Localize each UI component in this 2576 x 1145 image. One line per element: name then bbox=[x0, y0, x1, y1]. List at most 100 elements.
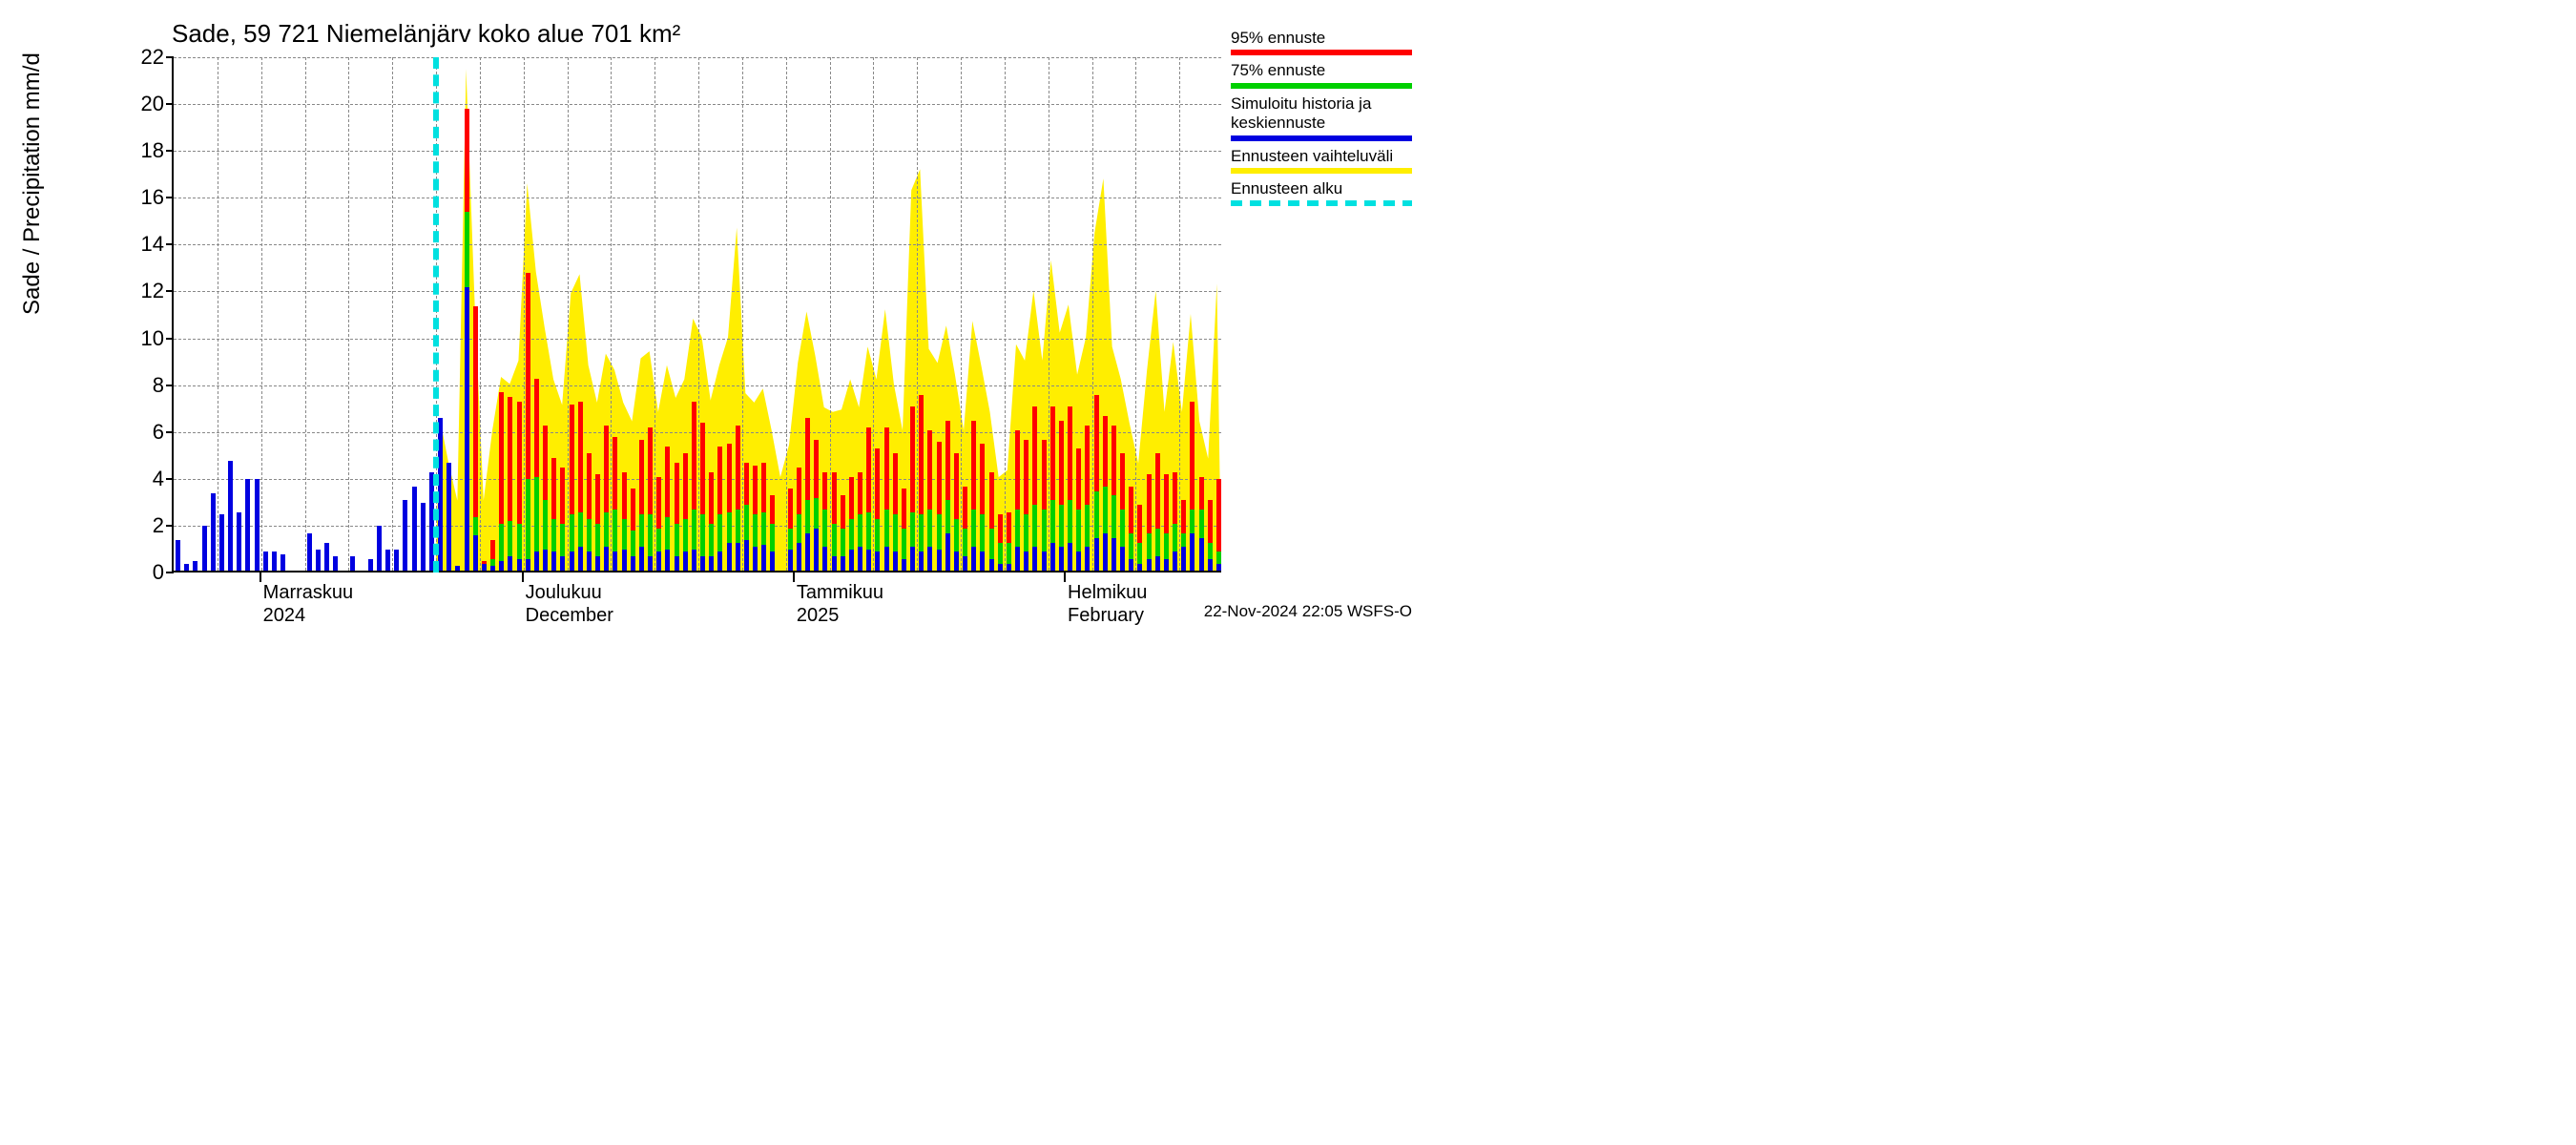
chart-stage: Sade, 59 721 Niemelänjärv koko alue 701 … bbox=[0, 0, 1431, 636]
median-bar bbox=[770, 552, 775, 571]
median-bar bbox=[473, 535, 478, 571]
median-bar bbox=[1173, 552, 1177, 571]
gridline-h bbox=[174, 385, 1221, 386]
history-bar bbox=[272, 552, 277, 571]
median-bar bbox=[455, 566, 460, 571]
median-bar bbox=[665, 550, 670, 571]
history-bar bbox=[245, 479, 250, 571]
y-axis-label: Sade / Precipitation mm/d bbox=[19, 52, 46, 315]
gridline-v bbox=[786, 57, 787, 571]
median-bar bbox=[753, 547, 758, 571]
median-bar bbox=[1216, 564, 1221, 571]
x-tick-label: Marraskuu bbox=[263, 582, 353, 604]
median-bar bbox=[945, 533, 950, 571]
median-bar bbox=[797, 543, 801, 571]
median-bar bbox=[998, 564, 1003, 571]
median-bar bbox=[1032, 547, 1037, 571]
gridline-v bbox=[480, 57, 481, 571]
median-bar bbox=[683, 552, 688, 571]
median-bar bbox=[631, 556, 635, 571]
gridline-h bbox=[174, 339, 1221, 340]
gridline-v bbox=[830, 57, 831, 571]
gridline-v bbox=[742, 57, 743, 571]
gridline-v bbox=[961, 57, 962, 571]
median-bar bbox=[543, 550, 548, 571]
median-bar bbox=[692, 550, 696, 571]
legend-item: 75% ennuste bbox=[1231, 61, 1412, 88]
median-bar bbox=[1147, 559, 1152, 571]
y-tick-label: 6 bbox=[126, 420, 164, 445]
gridline-v bbox=[1005, 57, 1006, 571]
history-bar bbox=[228, 461, 233, 571]
median-bar bbox=[841, 556, 845, 571]
y-tick-label: 0 bbox=[126, 560, 164, 585]
history-bar bbox=[202, 526, 207, 571]
median-bar bbox=[499, 561, 504, 571]
median-bar bbox=[1068, 543, 1072, 571]
median-bar bbox=[1155, 556, 1160, 571]
gridline-h bbox=[174, 104, 1221, 105]
x-tick-sublabel: 2025 bbox=[797, 605, 840, 627]
gridline-v bbox=[698, 57, 699, 571]
gridline-v bbox=[917, 57, 918, 571]
gridline-v bbox=[611, 57, 612, 571]
history-bar bbox=[421, 503, 426, 571]
median-bar bbox=[727, 543, 732, 571]
forecast-range-area bbox=[174, 57, 1221, 571]
median-bar bbox=[1094, 538, 1099, 571]
gridline-v bbox=[654, 57, 655, 571]
legend-swatch bbox=[1231, 168, 1412, 174]
x-tick-sublabel: February bbox=[1068, 605, 1144, 627]
history-bar bbox=[176, 540, 180, 571]
gridline-h bbox=[174, 151, 1221, 152]
median-bar bbox=[1190, 533, 1195, 571]
median-bar bbox=[1208, 559, 1213, 571]
median-bar bbox=[805, 533, 810, 571]
history-bar bbox=[350, 556, 355, 571]
median-bar bbox=[1015, 547, 1020, 571]
median-bar bbox=[1199, 538, 1204, 571]
y-tick-label: 12 bbox=[126, 279, 164, 303]
median-bar bbox=[560, 556, 565, 571]
x-tick-label: Joulukuu bbox=[526, 582, 602, 604]
y-tick-label: 16 bbox=[126, 185, 164, 210]
median-bar bbox=[858, 547, 862, 571]
history-bar bbox=[324, 543, 329, 571]
y-tick-label: 22 bbox=[126, 45, 164, 70]
history-bar bbox=[333, 556, 338, 571]
median-bar bbox=[832, 556, 837, 571]
history-bar bbox=[316, 550, 321, 571]
x-tick-label: Helmikuu bbox=[1068, 582, 1147, 604]
median-bar bbox=[989, 559, 994, 571]
median-bar bbox=[648, 556, 653, 571]
history-bar bbox=[412, 487, 417, 571]
median-bar bbox=[709, 556, 714, 571]
gridline-v bbox=[305, 57, 306, 571]
median-bar bbox=[1059, 547, 1064, 571]
y-tick-label: 4 bbox=[126, 467, 164, 491]
median-bar bbox=[1137, 564, 1142, 571]
gridline-h bbox=[174, 291, 1221, 292]
legend-swatch bbox=[1231, 83, 1412, 89]
median-bar bbox=[717, 552, 722, 571]
legend-swatch bbox=[1231, 50, 1412, 55]
gridline-v bbox=[568, 57, 569, 571]
gridline-v bbox=[1135, 57, 1136, 571]
y-tick-label: 14 bbox=[126, 232, 164, 257]
median-bar bbox=[744, 540, 749, 571]
median-bar bbox=[1050, 543, 1055, 571]
median-bar bbox=[595, 556, 600, 571]
median-bar bbox=[866, 550, 871, 571]
median-bar bbox=[1024, 552, 1028, 571]
median-bar bbox=[447, 463, 451, 571]
gridline-h bbox=[174, 479, 1221, 480]
legend-label: 75% ennuste bbox=[1231, 61, 1412, 80]
history-bar bbox=[280, 554, 285, 571]
gridline-v bbox=[1179, 57, 1180, 571]
median-bar bbox=[639, 547, 644, 571]
chart-title: Sade, 59 721 Niemelänjärv koko alue 701 … bbox=[172, 19, 680, 49]
legend-item: 95% ennuste bbox=[1231, 29, 1412, 55]
history-bar bbox=[263, 552, 268, 571]
y-tick-label: 8 bbox=[126, 373, 164, 398]
median-bar bbox=[1181, 547, 1186, 571]
